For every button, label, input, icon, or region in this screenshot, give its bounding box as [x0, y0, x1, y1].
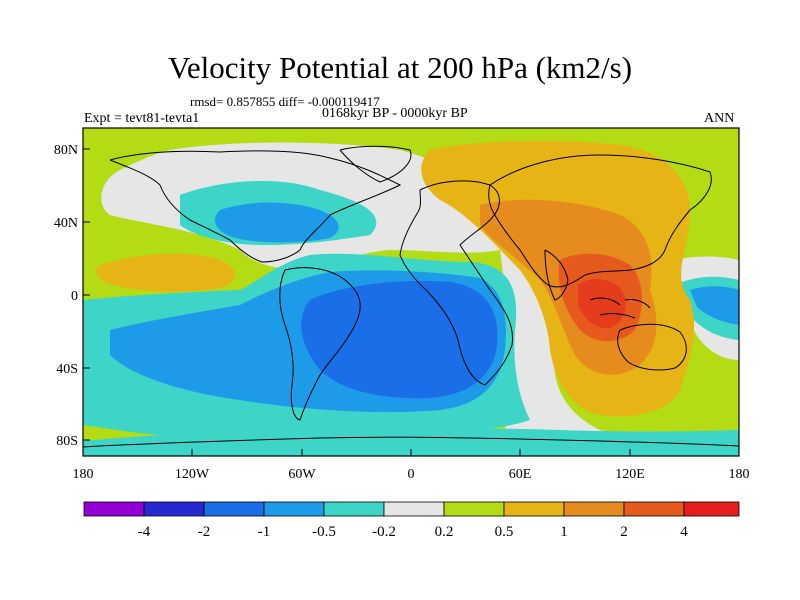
period-label: 0168kyr BP - 0000kyr BP: [322, 106, 468, 121]
contour-level-neg1-neg0.5: [690, 286, 739, 325]
coastline-australia: [617, 323, 687, 371]
lon-label-180w: 180: [73, 467, 94, 482]
colorbar-swatch: [563, 501, 625, 517]
colorbar-label: -0.5: [312, 524, 336, 540]
lat-label-40s: 40S: [56, 362, 78, 377]
colorbar-swatch: [623, 501, 685, 517]
contour-level-neg0.2-0.2: [470, 250, 739, 456]
colorbar-label: -2: [198, 524, 211, 540]
stats-line: rmsd= 0.857855 diff= -0.000119417: [190, 94, 380, 109]
lat-label-80n: 80N: [54, 143, 78, 158]
colorbar-swatch: [143, 501, 205, 517]
lon-label-60w: 60W: [288, 467, 316, 482]
lon-label-0: 0: [408, 467, 415, 482]
longitude-axis: 180 120W 60W 0 60E 120E 180: [73, 449, 750, 482]
colorbar-label: 2: [620, 524, 628, 540]
season-label: ANN: [704, 111, 735, 126]
colorbar-swatch: [83, 501, 145, 517]
colorbar-swatch: [323, 501, 385, 517]
lat-label-80s: 80S: [56, 434, 78, 449]
coastline-asia: [488, 154, 712, 288]
colorbar-swatch: [263, 501, 325, 517]
lon-label-120w: 120W: [175, 467, 210, 482]
colorbar-label: 1: [560, 524, 568, 540]
coastlines: [83, 145, 739, 448]
contour-level-0.5-1: [96, 253, 235, 292]
lat-label-0: 0: [71, 289, 78, 304]
colorbar-swatch: [683, 501, 740, 517]
colorbar: -4 -2 -1 -0.5 -0.2 0.2 0.5 1 2 4: [83, 501, 740, 540]
contour-level-neg0.5-neg0.2: [83, 428, 739, 456]
latitude-axis: 80N 40N 0 40S 80S: [54, 143, 90, 449]
colorbar-label: 0.2: [435, 524, 454, 540]
colorbar-label: -0.2: [372, 524, 396, 540]
coastline-south-america: [279, 267, 361, 421]
coastline-greenland: [339, 145, 412, 183]
coastline-antarctica: [83, 436, 739, 448]
colorbar-label: 4: [680, 524, 688, 540]
contour-field: [83, 128, 739, 456]
figure-title: Velocity Potential at 200 hPa (km2/s): [167, 50, 633, 85]
coastline-north-america: [109, 150, 402, 263]
experiment-label: Expt = tevt81-tevta1: [84, 111, 200, 126]
colorbar-swatch: [383, 501, 445, 517]
colorbar-label: -1: [258, 524, 271, 540]
coastline-india: [544, 249, 569, 301]
colorbar-label: 0.5: [495, 524, 514, 540]
lon-label-120e: 120E: [615, 467, 645, 482]
colorbar-swatch: [443, 501, 505, 517]
contour-level-neg1-neg0.5: [215, 202, 339, 243]
contour-level-above-4: [578, 278, 626, 329]
colorbar-swatch: [503, 501, 565, 517]
coastline-maritime-continent: [589, 297, 651, 319]
lon-label-60e: 60E: [509, 467, 532, 482]
lat-label-40n: 40N: [54, 216, 78, 231]
contour-level-neg2-neg1: [301, 280, 498, 399]
colorbar-swatch: [203, 501, 265, 517]
colorbar-label: -4: [138, 524, 151, 540]
lon-label-180e: 180: [729, 467, 750, 482]
coastline-europe-africa: [399, 180, 514, 386]
